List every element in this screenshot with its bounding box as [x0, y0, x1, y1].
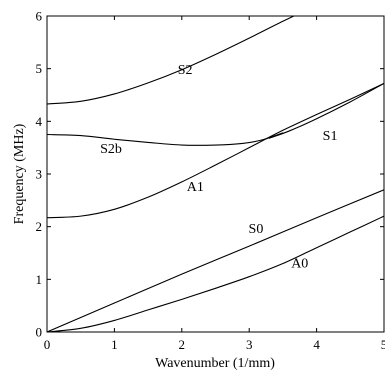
- curve-a1: [47, 82, 384, 219]
- y-tick-label: 3: [36, 167, 43, 182]
- curve-s1: [268, 82, 384, 139]
- x-axis: 0 1 2 3 4 5: [44, 16, 385, 352]
- curve-label-s2: S2: [178, 63, 193, 78]
- curve-labels: S2 S2b S1 A1 S0 A0: [100, 63, 337, 272]
- curve-a0: [47, 215, 384, 332]
- curve-s2: [47, 16, 296, 105]
- curve-s0: [47, 189, 384, 332]
- y-tick-label: 6: [36, 9, 43, 24]
- x-tick-label: 5: [381, 337, 385, 352]
- curve-label-s1: S1: [323, 129, 338, 144]
- x-tick-label: 3: [246, 337, 253, 352]
- y-tick-label: 4: [36, 114, 43, 129]
- curves: [47, 16, 384, 332]
- y-axis-title: Frequency (MHz): [12, 123, 27, 224]
- y-tick-label: 0: [36, 325, 43, 340]
- x-tick-label: 0: [44, 337, 51, 352]
- plot-frame: [46, 15, 385, 333]
- curve-label-s2b: S2b: [100, 142, 122, 157]
- y-tick-label: 1: [36, 272, 43, 287]
- curve-label-s0: S0: [249, 222, 264, 237]
- curve-label-a1: A1: [187, 180, 204, 195]
- x-tick-label: 2: [179, 337, 186, 352]
- y-tick-label: 5: [36, 61, 43, 76]
- x-axis-title: Wavenumber (1/mm): [155, 356, 275, 371]
- y-tick-label: 2: [36, 219, 43, 234]
- x-tick-label: 4: [313, 337, 320, 352]
- x-tick-label: 1: [111, 337, 118, 352]
- curve-s2b: [47, 132, 284, 146]
- curve-label-a0: A0: [291, 257, 308, 272]
